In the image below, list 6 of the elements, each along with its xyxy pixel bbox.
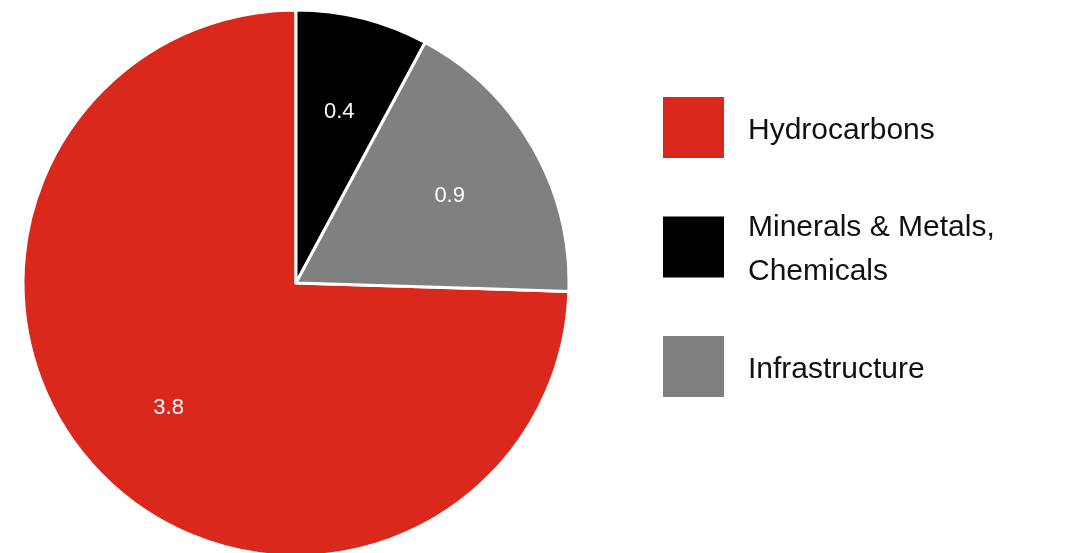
legend-label: Hydrocarbons — [748, 111, 935, 144]
data-label: 3.8 — [153, 394, 184, 420]
data-label: 0.9 — [434, 181, 465, 207]
legend-label: Infrastructure — [748, 350, 925, 383]
legend-label: Minerals & Metals, Chemicals — [748, 208, 995, 286]
data-label: 0.4 — [323, 98, 355, 124]
